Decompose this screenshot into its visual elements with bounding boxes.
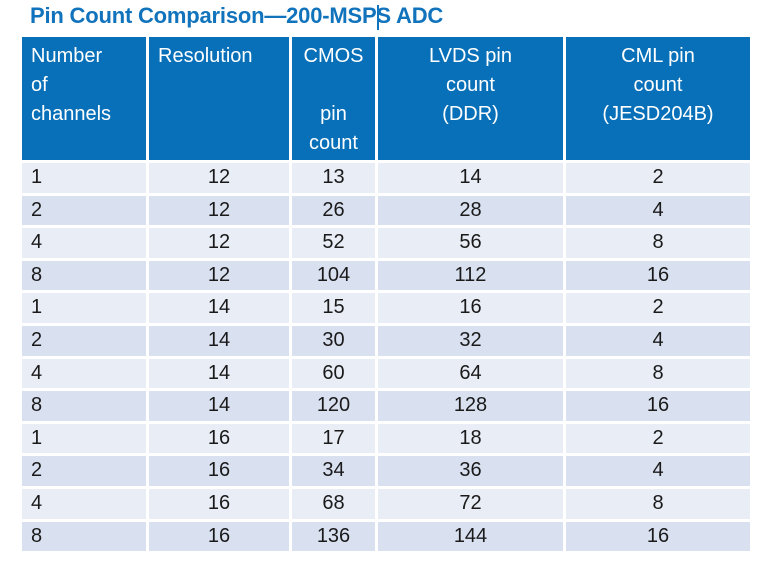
table-cell: 8	[566, 358, 750, 389]
table-cell: 2	[566, 423, 750, 454]
table-cell: 36	[378, 456, 563, 486]
table-cell: 8	[566, 228, 750, 258]
table-cell: 14	[149, 391, 289, 421]
table-cell: 12	[149, 228, 289, 258]
column-header-cml-pin-count: CML pin count (JESD204B)	[566, 37, 750, 160]
table-cell: 112	[378, 260, 563, 291]
column-header-number-of-channels: Number of channels	[22, 37, 146, 160]
table-cell: 4	[22, 228, 146, 258]
table-cell: 144	[378, 521, 563, 552]
table-cell: 128	[378, 391, 563, 421]
table-cell: 14	[378, 163, 563, 193]
table-cell: 60	[292, 358, 375, 389]
table-cell: 16	[149, 423, 289, 454]
table-cell: 16	[149, 456, 289, 486]
table-cell: 2	[22, 456, 146, 486]
table-cell: 1	[22, 163, 146, 193]
table-cell: 18	[378, 423, 563, 454]
table-cell: 56	[378, 228, 563, 258]
table-cell: 4	[566, 325, 750, 356]
column-header-resolution: Resolution	[149, 37, 289, 160]
table-cell: 13	[292, 163, 375, 193]
table-cell: 8	[22, 391, 146, 421]
table-cell: 16	[566, 260, 750, 291]
table-cell: 16	[566, 521, 750, 552]
table-cell: 16	[149, 521, 289, 552]
table-cell: 1	[22, 423, 146, 454]
table-cell: 28	[378, 195, 563, 226]
table-cell: 2	[22, 325, 146, 356]
table-cell: 4	[22, 358, 146, 389]
table-cell: 8	[22, 260, 146, 291]
table-cell: 4	[566, 456, 750, 486]
table-cell: 17	[292, 423, 375, 454]
table-cell: 34	[292, 456, 375, 486]
table-cell: 136	[292, 521, 375, 552]
table-cell: 16	[566, 391, 750, 421]
text-cursor	[377, 5, 379, 30]
table-cell: 15	[292, 293, 375, 323]
table-cell: 4	[566, 195, 750, 226]
page-title: Pin Count Comparison—200-MSPS ADC	[30, 3, 444, 28]
table-cell: 16	[378, 293, 563, 323]
pin-count-table: Number of channels Resolution CMOS pin c…	[22, 37, 750, 552]
table-cell: 64	[378, 358, 563, 389]
table-cell: 12	[149, 260, 289, 291]
table-cell: 68	[292, 488, 375, 519]
table-cell: 14	[149, 325, 289, 356]
table-cell: 72	[378, 488, 563, 519]
column-header-cmos-pin-count: CMOS pin count	[292, 37, 375, 160]
table-cell: 8	[566, 488, 750, 519]
table-cell: 2	[566, 293, 750, 323]
table-cell: 1	[22, 293, 146, 323]
table-cell: 104	[292, 260, 375, 291]
table-cell: 2	[22, 195, 146, 226]
table-cell: 12	[149, 195, 289, 226]
table-cell: 14	[149, 293, 289, 323]
table-cell: 8	[22, 521, 146, 552]
table-cell: 26	[292, 195, 375, 226]
table-cell: 30	[292, 325, 375, 356]
table-cell: 4	[22, 488, 146, 519]
column-header-lvds-pin-count: LVDS pin count (DDR)	[378, 37, 563, 160]
table-cell: 32	[378, 325, 563, 356]
table-cell: 52	[292, 228, 375, 258]
table-cell: 16	[149, 488, 289, 519]
table-cell: 2	[566, 163, 750, 193]
table-cell: 12	[149, 163, 289, 193]
table-cell: 120	[292, 391, 375, 421]
table-cell: 14	[149, 358, 289, 389]
